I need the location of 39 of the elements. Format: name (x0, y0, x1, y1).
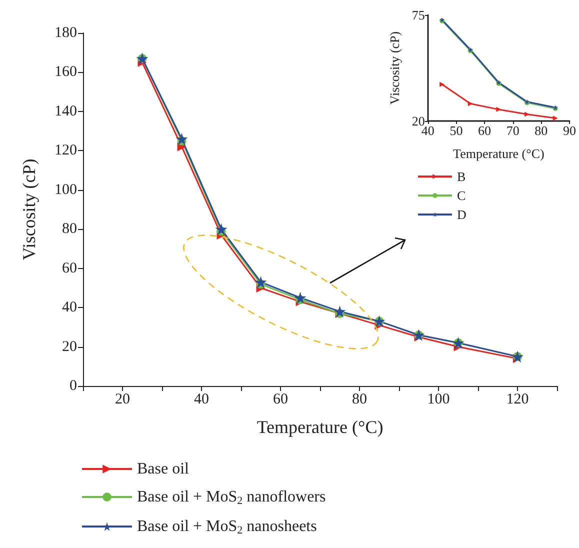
legend-label: C (457, 188, 466, 203)
point (496, 106, 502, 112)
x-tick-label: 40 (194, 392, 209, 408)
x-tick-label: 60 (478, 123, 492, 138)
x-tick-label: 70 (506, 123, 520, 138)
point (334, 305, 346, 318)
point (294, 292, 306, 304)
point (440, 82, 445, 87)
y-tick-label: 180 (54, 25, 77, 41)
x-axis-title: Temperature (°C) (453, 146, 544, 161)
y-axis-title: Viscosity (cP) (387, 31, 402, 105)
y-tick-label: 0 (70, 378, 77, 394)
x-tick-label: 80 (352, 392, 367, 408)
legend-label: Base oil (137, 460, 190, 478)
legend-label: B (457, 169, 466, 184)
legend-label: D (457, 207, 466, 222)
x-tick-label: 120 (506, 392, 529, 408)
y-tick-label: 75 (412, 8, 425, 22)
y-tick-label: 160 (54, 64, 77, 80)
y-tick-label: 60 (62, 260, 77, 276)
x-tick-label: 90 (563, 123, 576, 138)
x-axis-title: Temperature (°C) (256, 417, 384, 437)
point (468, 101, 473, 106)
y-tick-label: 120 (54, 142, 77, 159)
x-tick-label: 50 (450, 123, 463, 138)
point (215, 223, 228, 236)
x-tick-label: 60 (273, 392, 288, 408)
y-axis-title: Viscosity (cP) (19, 158, 39, 260)
x-tick-label: 80 (534, 123, 548, 138)
point (552, 116, 558, 121)
point (254, 276, 267, 288)
x-tick-label: 20 (115, 392, 130, 408)
y-tick-label: 80 (62, 221, 77, 238)
x-tick-label: 100 (427, 392, 450, 408)
point (176, 132, 188, 145)
y-tick-label: 40 (62, 300, 77, 316)
y-tick-label: 140 (54, 103, 77, 120)
y-tick-label: 20 (62, 338, 77, 355)
y-tick-label: 100 (54, 182, 77, 198)
